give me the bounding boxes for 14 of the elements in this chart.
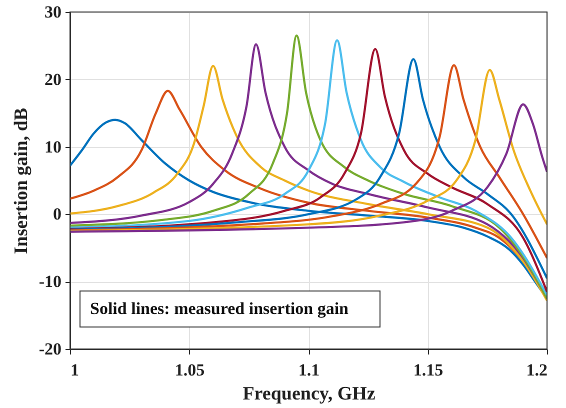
y-axis-title: Insertion gain, dB — [10, 108, 32, 254]
y-tick-label: 20 — [44, 70, 62, 89]
x-tick-label: 1.15 — [413, 360, 444, 380]
x-tick-label: 1.2 — [526, 360, 548, 380]
x-tick-label: 1.1 — [298, 360, 320, 380]
annotation: Solid lines: measured insertion gain — [90, 299, 350, 318]
y-tick-label: 10 — [44, 137, 62, 156]
x-tick-label: 1 — [70, 360, 79, 380]
y-tick-label: -20 — [38, 340, 62, 358]
x-tick-label: 1.05 — [174, 360, 205, 380]
y-tick-label: 0 — [53, 204, 62, 224]
y-tick-label: 30 — [44, 2, 62, 22]
x-axis-title: Frequency, GHz — [242, 384, 376, 404]
y-tick-label: -10 — [38, 272, 62, 292]
